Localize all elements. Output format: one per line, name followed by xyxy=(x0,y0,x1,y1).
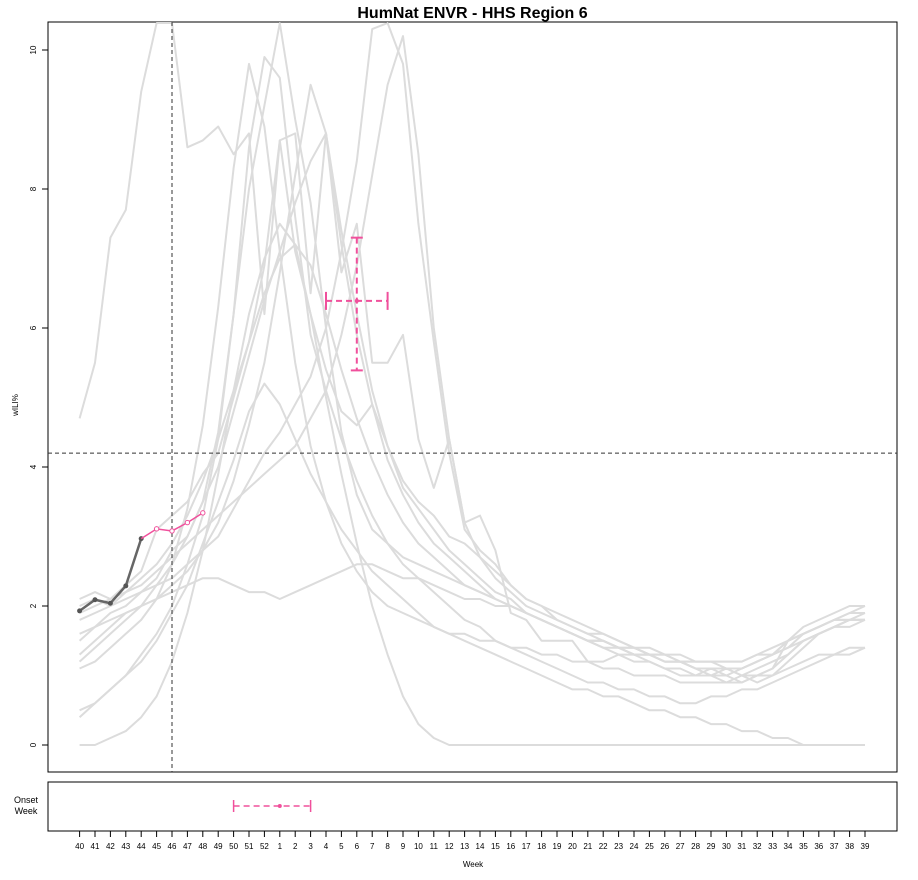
x-tick-label: 35 xyxy=(799,842,808,851)
x-tick-label: 25 xyxy=(645,842,654,851)
x-tick-label: 50 xyxy=(229,842,238,851)
onset-plot-frame xyxy=(47,781,898,832)
x-tick-label: 33 xyxy=(768,842,777,851)
x-tick-label: 26 xyxy=(660,842,669,851)
x-tick-label: 44 xyxy=(137,842,146,851)
observed-point xyxy=(107,600,113,606)
x-tick-label: 9 xyxy=(401,842,406,851)
forecast-point xyxy=(184,519,191,526)
x-tick-label: 27 xyxy=(676,842,685,851)
historical-season-line xyxy=(78,56,866,718)
x-tick-label: 30 xyxy=(722,842,731,851)
historical-season-line xyxy=(79,22,865,684)
forecast-series xyxy=(140,510,206,540)
x-tick-label: 23 xyxy=(614,842,623,851)
x-tick-label: 8 xyxy=(385,842,390,851)
x-tick-label: 40 xyxy=(75,842,84,851)
x-tick-label: 10 xyxy=(414,842,423,851)
x-tick-label: 45 xyxy=(152,842,161,851)
historical-season-line xyxy=(79,62,865,684)
x-tick-label: 28 xyxy=(691,842,700,851)
x-tick-label: 15 xyxy=(491,842,500,851)
x-tick-label: 32 xyxy=(753,842,762,851)
y-tick-label: 4 xyxy=(29,464,38,469)
forecast-point xyxy=(200,510,206,516)
onset-label-line2: Week xyxy=(15,806,38,816)
x-tick-label: 6 xyxy=(355,842,360,851)
x-tick-label: 29 xyxy=(707,842,716,851)
y-axis: 0 2 4 6 8 10 xyxy=(29,45,48,747)
historical-season-line xyxy=(79,222,865,746)
x-tick-label: 4 xyxy=(324,842,329,851)
observed-point xyxy=(92,597,98,603)
historical-season-line xyxy=(79,382,865,746)
x-tick-label: 1 xyxy=(278,842,283,851)
x-tick-label: 14 xyxy=(476,842,485,851)
forecast-point xyxy=(153,526,160,532)
x-tick-label: 24 xyxy=(630,842,639,851)
onset-label-line1: Onset xyxy=(14,795,39,805)
x-tick-label: 5 xyxy=(339,842,344,851)
historical-season-line xyxy=(78,83,865,684)
y-tick-label: 2 xyxy=(29,603,38,608)
x-tick-label: 7 xyxy=(370,842,375,851)
x-tick-label: 22 xyxy=(599,842,608,851)
onset-forecast-interval xyxy=(232,800,312,812)
x-tick-label: 39 xyxy=(861,842,870,851)
x-tick-label: 41 xyxy=(91,842,100,851)
x-tick-label: 13 xyxy=(460,842,469,851)
chart-title: HumNat ENVR - HHS Region 6 xyxy=(357,5,587,22)
historical-seasons xyxy=(78,22,866,746)
forecast-point xyxy=(169,528,175,534)
x-tick-label: 49 xyxy=(214,842,223,851)
x-tick-label: 48 xyxy=(198,842,207,851)
peak-point xyxy=(354,298,359,303)
x-tick-label: 46 xyxy=(168,842,177,851)
x-tick-label: 2 xyxy=(293,842,298,851)
observed-point xyxy=(123,583,129,589)
main-plot-frame xyxy=(47,21,898,773)
x-tick-label: 20 xyxy=(568,842,577,851)
x-tick-label: 17 xyxy=(522,842,531,851)
y-tick-label: 0 xyxy=(29,742,38,747)
historical-season-line xyxy=(78,132,865,670)
x-tick-label: 3 xyxy=(308,842,313,851)
x-tick-label: 12 xyxy=(445,842,454,851)
x-tick-label: 11 xyxy=(430,842,439,851)
onset-point xyxy=(277,804,282,808)
x-tick-label: 42 xyxy=(106,842,115,851)
x-tick-label: 37 xyxy=(830,842,839,851)
x-tick-label: 21 xyxy=(583,842,592,851)
x-tick-label: 16 xyxy=(506,842,515,851)
observed-point xyxy=(77,608,83,614)
x-tick-label: 52 xyxy=(260,842,269,851)
x-tick-label: 31 xyxy=(737,842,746,851)
historical-season-line xyxy=(78,22,866,684)
y-tick-label: 6 xyxy=(29,325,38,330)
y-axis-label: wILI% xyxy=(11,394,20,417)
historical-season-line xyxy=(79,243,866,663)
peak-forecast-cross xyxy=(325,236,389,372)
y-tick-label: 10 xyxy=(29,45,38,54)
x-tick-label: 18 xyxy=(537,842,546,851)
x-tick-label: 34 xyxy=(784,842,793,851)
x-tick-label: 43 xyxy=(121,842,130,851)
x-axis-label: Week xyxy=(463,860,484,869)
x-axis: 40 41 42 43 44 45 46 47 48 49 50 51 52 1 2 3 4 5 6 7 8 9 10 11 1… xyxy=(75,831,870,851)
x-tick-label: 47 xyxy=(183,842,192,851)
x-tick-label: 19 xyxy=(553,842,562,851)
x-tick-label: 51 xyxy=(245,842,254,851)
x-tick-label: 38 xyxy=(845,842,854,851)
x-tick-label: 36 xyxy=(814,842,823,851)
y-tick-label: 8 xyxy=(29,186,38,191)
